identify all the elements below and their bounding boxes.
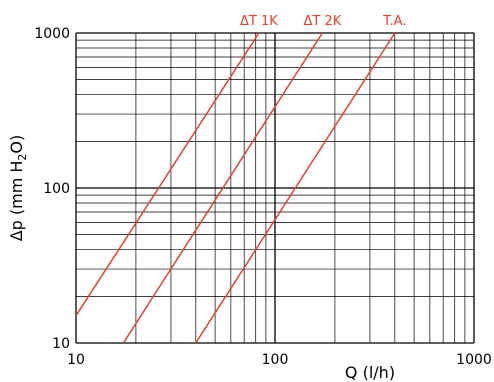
series-labels: ΔT 1K ΔT 2K T.A. xyxy=(240,14,406,29)
x-tick-label: 10 xyxy=(67,352,85,368)
grid-major xyxy=(75,32,475,344)
series-line xyxy=(122,32,324,344)
y-axis-label-prefix: Δp (mm H xyxy=(7,161,26,242)
y-tick-label: 100 xyxy=(43,181,70,197)
y-axis-label-subscript: 2 xyxy=(16,154,29,161)
x-tick-labels: 10 100 1000 xyxy=(67,352,492,368)
y-axis-label-suffix: O) xyxy=(7,135,26,154)
series-label: T.A. xyxy=(382,14,406,29)
series-line xyxy=(195,32,396,344)
x-tick-label: 1000 xyxy=(456,352,492,368)
y-axis-label: Δp (mm H2O) xyxy=(7,135,29,242)
series-line xyxy=(75,32,260,317)
x-axis-label: Q (l/h) xyxy=(345,363,395,382)
y-tick-labels: 10 100 1000 xyxy=(34,26,70,352)
x-tick-label: 100 xyxy=(262,352,289,368)
series-label: ΔT 1K xyxy=(240,14,278,29)
series-label: ΔT 2K xyxy=(303,14,341,29)
y-tick-label: 1000 xyxy=(34,26,70,42)
series-lines xyxy=(75,32,396,344)
y-tick-label: 10 xyxy=(52,336,70,352)
